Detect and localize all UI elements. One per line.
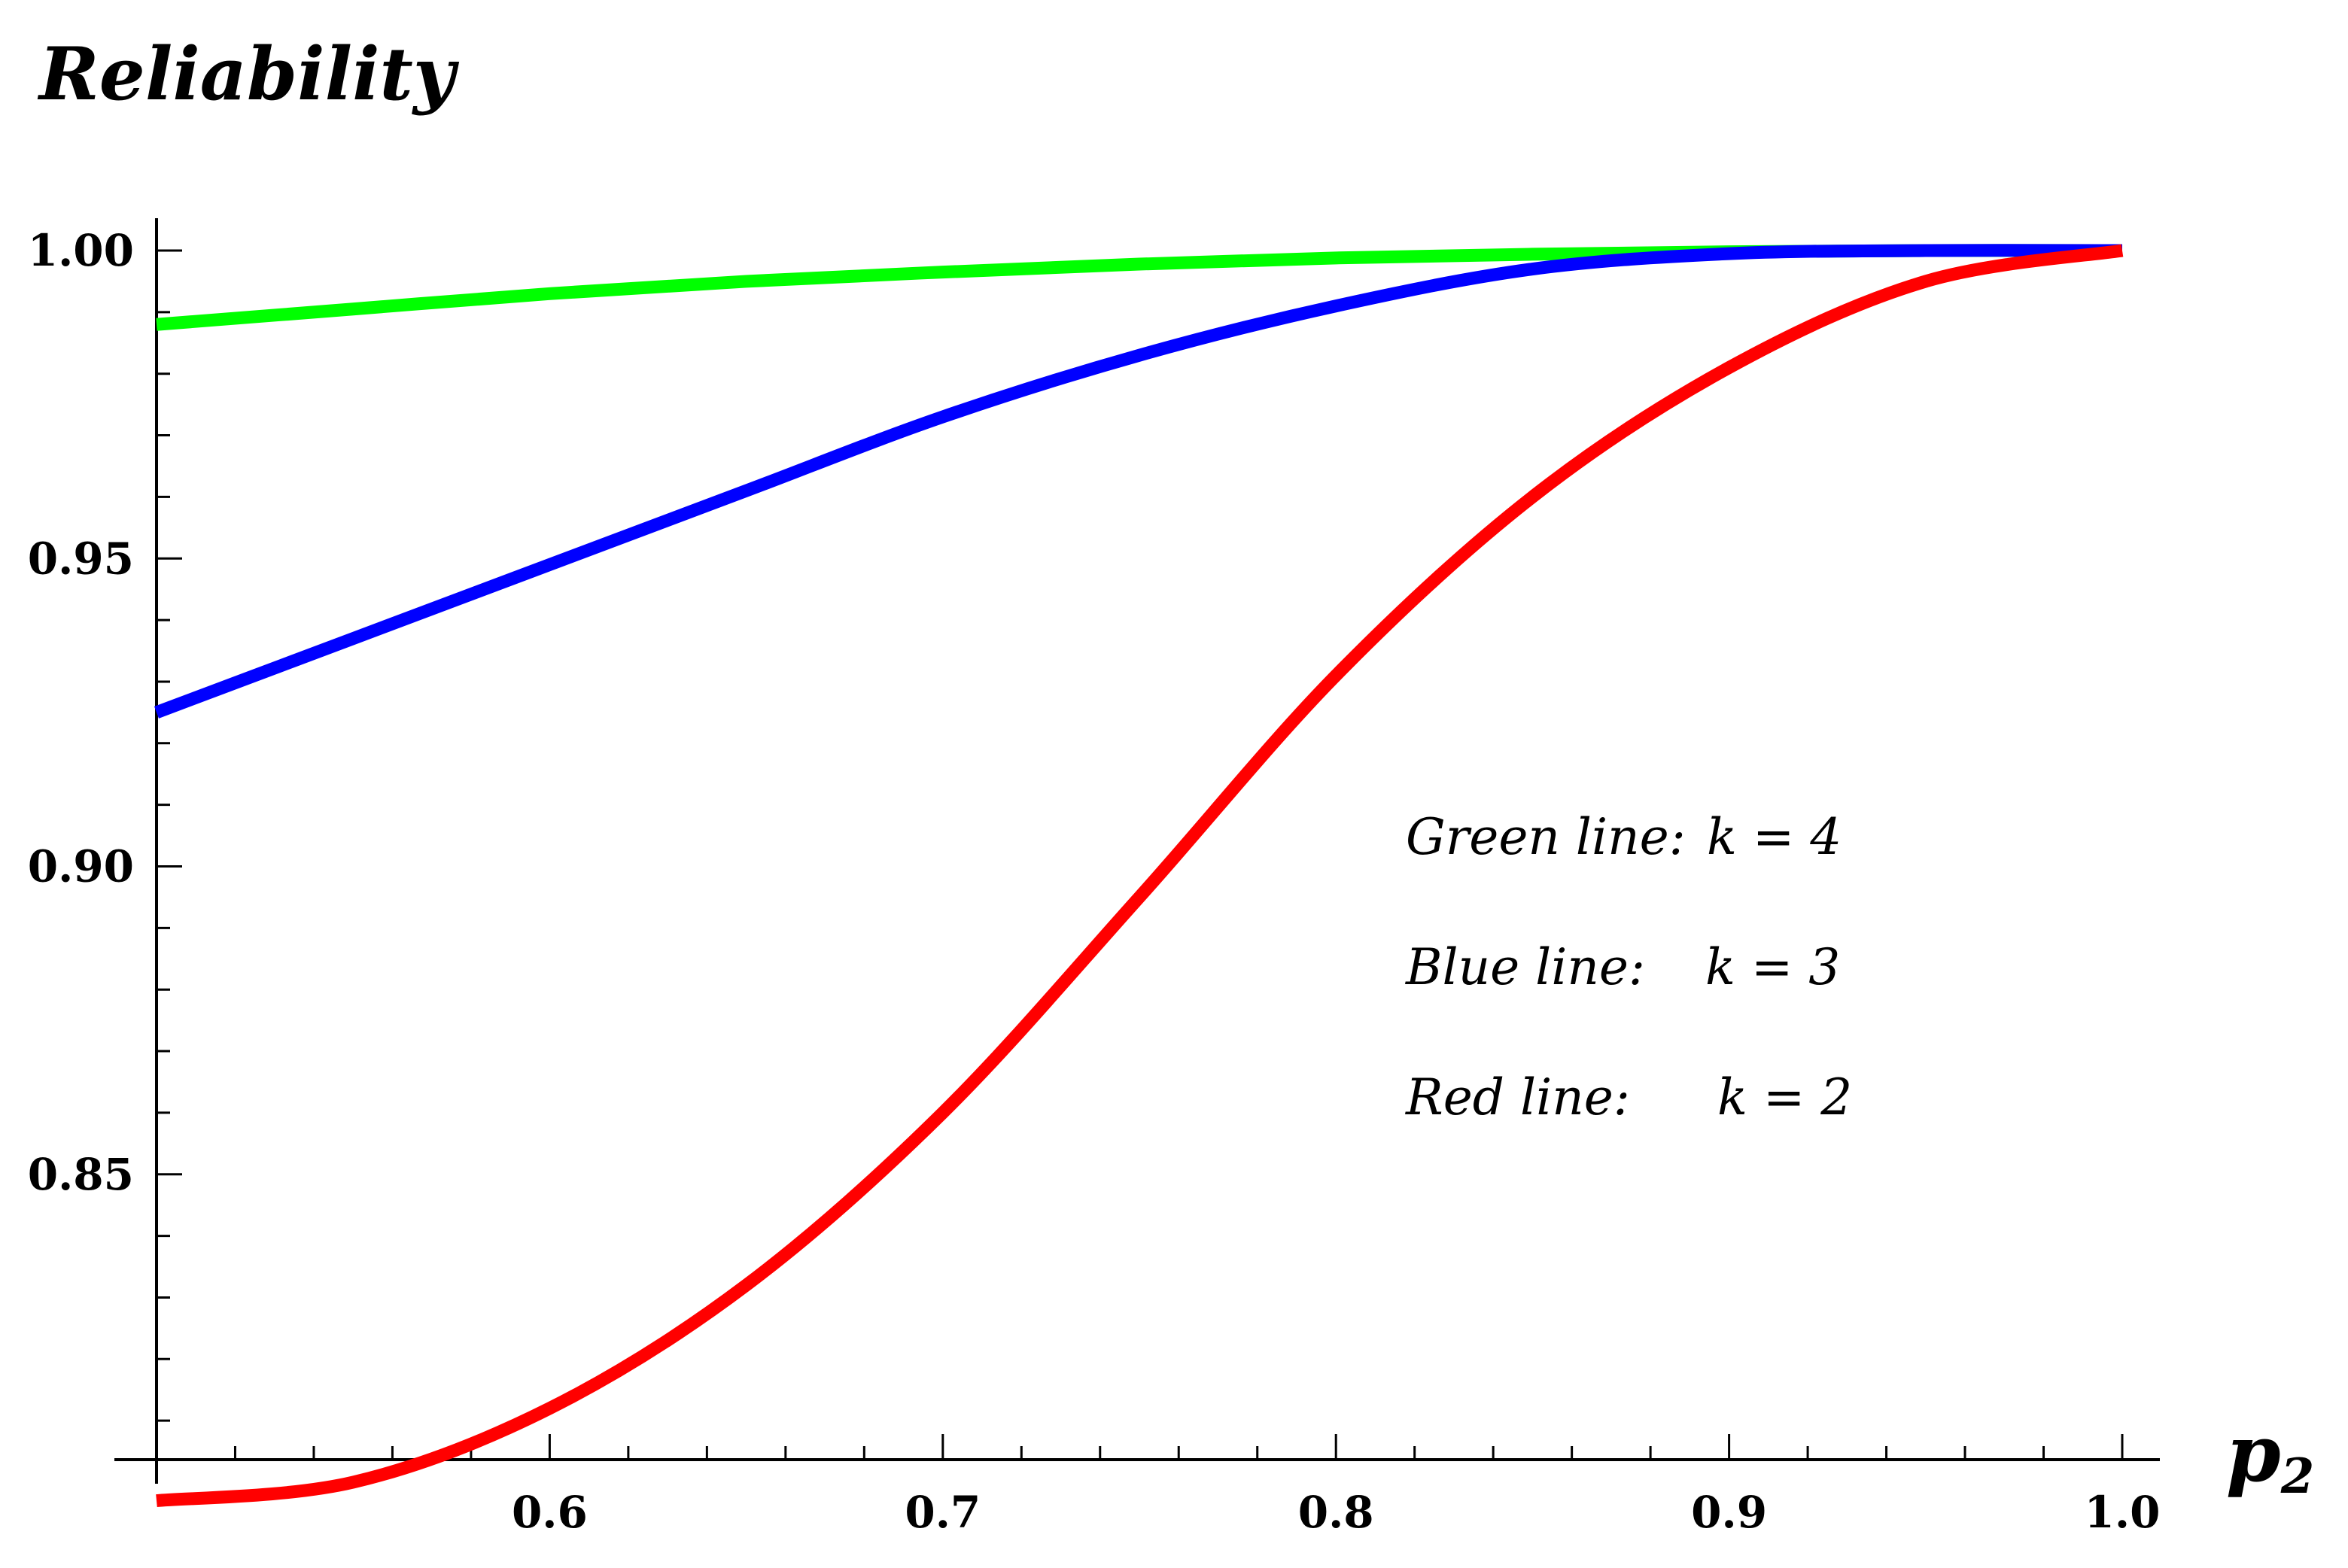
legend-green-value: k = 4 — [1707, 808, 1842, 866]
x-axis-title: p2 — [2226, 1407, 2314, 1505]
x-tick-label: 0.6 — [512, 1487, 588, 1538]
red-line-series — [156, 244, 2124, 1508]
blue-line-series — [154, 244, 2123, 719]
legend: Green line: k = 4 Blue line: k = 3 Red l… — [1405, 808, 1852, 1126]
legend-red-value: k = 2 — [1717, 1068, 1852, 1126]
axis-ticks — [157, 249, 2124, 1460]
y-tick-label: 0.90 — [28, 841, 134, 892]
x-tick-label: 0.9 — [1691, 1487, 1767, 1538]
x-tick-label: 0.8 — [1298, 1487, 1374, 1538]
y-tick-label: 0.85 — [28, 1149, 134, 1200]
x-tick-label: 0.7 — [905, 1487, 981, 1538]
legend-blue-series: Blue line: — [1405, 938, 1645, 996]
legend-blue-value: k = 3 — [1705, 938, 1840, 996]
legend-red-series: Red line: — [1405, 1068, 1630, 1126]
legend-green-series: Green line: — [1406, 808, 1686, 866]
x-tick-label: 1.0 — [2085, 1487, 2161, 1538]
axes — [114, 218, 2160, 1484]
series-layer — [154, 244, 2124, 1508]
tick-labels: 0.6 0.7 0.8 0.9 1.0 0.85 0.90 0.95 1.00 — [28, 225, 2161, 1538]
y-tick-label: 1.00 — [28, 225, 134, 276]
y-axis-title: Reliability — [37, 32, 460, 117]
y-tick-label: 0.95 — [28, 533, 134, 584]
